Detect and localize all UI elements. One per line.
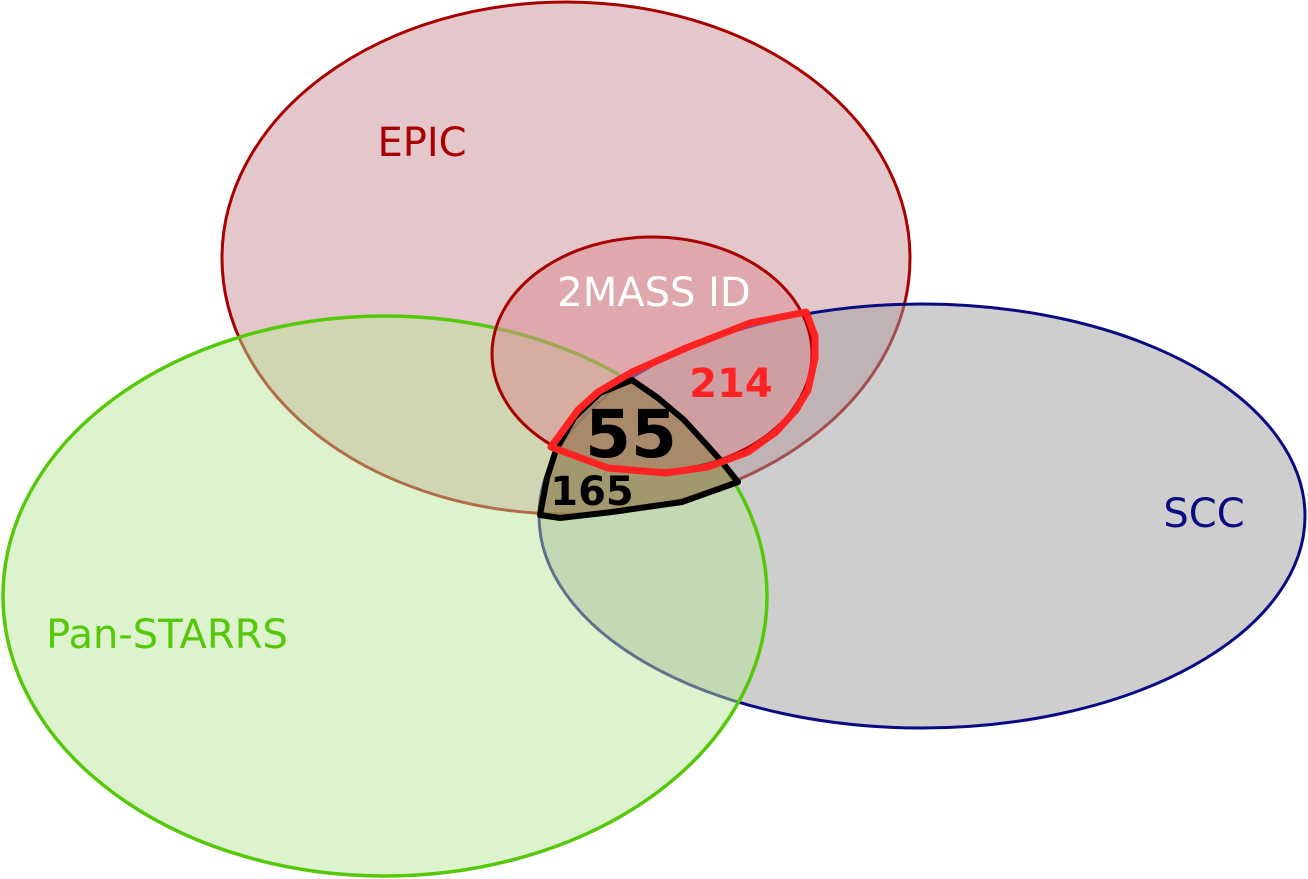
black-outline-region bbox=[537, 377, 741, 521]
scc-label: SCC bbox=[1163, 491, 1244, 537]
black-region-count: 165 bbox=[550, 469, 634, 515]
red-outline-region bbox=[547, 308, 819, 477]
red-region-count: 214 bbox=[689, 361, 773, 407]
epic-label: EPIC bbox=[377, 120, 466, 166]
panstarrs-label: Pan-STARRS bbox=[46, 612, 288, 658]
twomass-label: 2MASS ID bbox=[557, 270, 750, 316]
center-region-count: 55 bbox=[585, 396, 677, 473]
